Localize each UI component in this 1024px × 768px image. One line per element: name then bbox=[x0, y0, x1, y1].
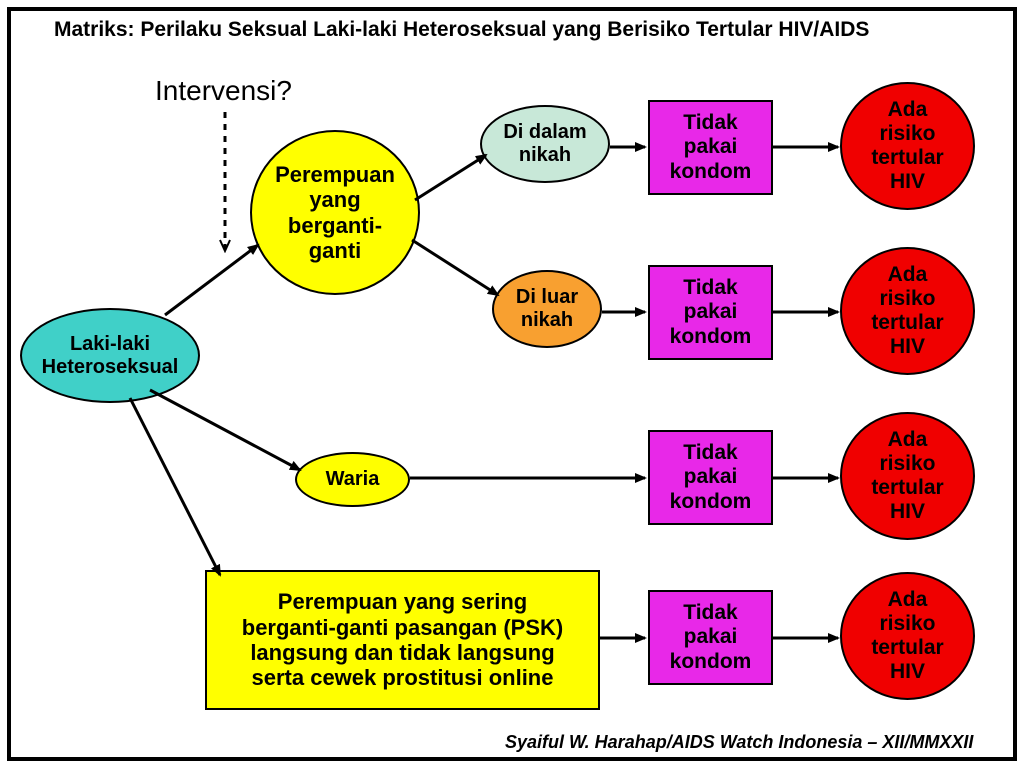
node-waria: Waria bbox=[295, 452, 410, 507]
node-dalam-label: Di dalam nikah bbox=[499, 117, 590, 171]
node-k1: Tidak pakai kondom bbox=[648, 100, 773, 195]
node-waria-label: Waria bbox=[322, 464, 384, 495]
intervention-label: Intervensi? bbox=[155, 75, 292, 107]
node-r4: Ada risiko tertular HIV bbox=[840, 572, 975, 700]
node-psk: Perempuan yang sering berganti-ganti pas… bbox=[205, 570, 600, 710]
node-r1-label: Ada risiko tertular HIV bbox=[867, 94, 947, 199]
node-k3-label: Tidak pakai kondom bbox=[666, 437, 756, 517]
node-k4-label: Tidak pakai kondom bbox=[666, 597, 756, 677]
credit-label: Syaiful W. Harahap/AIDS Watch Indonesia … bbox=[505, 732, 973, 753]
node-k4: Tidak pakai kondom bbox=[648, 590, 773, 685]
node-source-label: Laki-laki Heteroseksual bbox=[38, 329, 183, 383]
node-source: Laki-laki Heteroseksual bbox=[20, 308, 200, 403]
node-r1: Ada risiko tertular HIV bbox=[840, 82, 975, 210]
node-r4-label: Ada risiko tertular HIV bbox=[867, 584, 947, 689]
title: Matriks: Perilaku Seksual Laki-laki Hete… bbox=[54, 18, 869, 42]
node-k1-label: Tidak pakai kondom bbox=[666, 107, 756, 187]
node-luar: Di luar nikah bbox=[492, 270, 602, 348]
node-k2-label: Tidak pakai kondom bbox=[666, 272, 756, 352]
node-luar-label: Di luar nikah bbox=[512, 282, 582, 336]
node-perempuan-label: Perempuan yang berganti- ganti bbox=[271, 158, 399, 267]
node-k2: Tidak pakai kondom bbox=[648, 265, 773, 360]
node-r3-label: Ada risiko tertular HIV bbox=[867, 424, 947, 529]
node-r2: Ada risiko tertular HIV bbox=[840, 247, 975, 375]
node-dalam: Di dalam nikah bbox=[480, 105, 610, 183]
node-r3: Ada risiko tertular HIV bbox=[840, 412, 975, 540]
node-perempuan: Perempuan yang berganti- ganti bbox=[250, 130, 420, 295]
node-psk-label: Perempuan yang sering berganti-ganti pas… bbox=[238, 585, 567, 694]
node-r2-label: Ada risiko tertular HIV bbox=[867, 259, 947, 364]
node-k3: Tidak pakai kondom bbox=[648, 430, 773, 525]
